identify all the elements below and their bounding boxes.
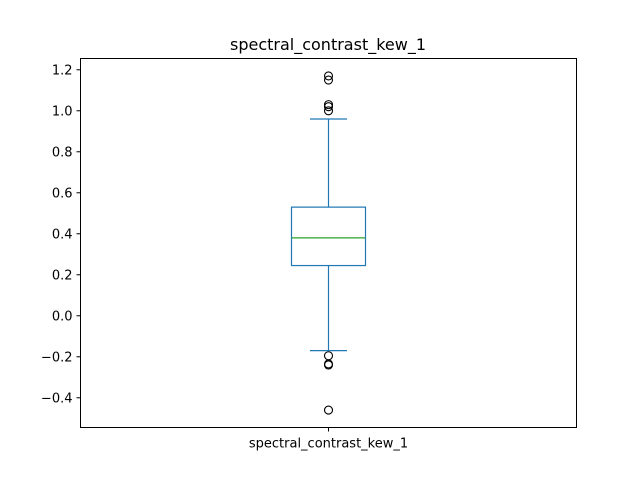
x-tick-label: spectral_contrast_kew_1 [249, 437, 408, 452]
y-tick-label: 0.6 [52, 186, 73, 201]
y-tick-label: 1.0 [52, 104, 73, 119]
outlier-point [323, 405, 334, 415]
y-tick-label: −0.4 [41, 391, 73, 406]
axes-frame [80, 58, 577, 428]
outlier-point [323, 351, 334, 361]
outlier-point [323, 106, 334, 116]
plot-area [290, 71, 367, 415]
chart-title: spectral_contrast_kew_1 [230, 35, 426, 55]
outlier-point [323, 75, 334, 85]
y-tick-label: 0.4 [52, 227, 73, 242]
y-tick-label: −0.2 [41, 350, 73, 365]
outlier-point [323, 71, 334, 81]
y-tick-label: 0.0 [52, 309, 73, 324]
x-axis-ticks: spectral_contrast_kew_1 [249, 427, 408, 452]
outlier-point [323, 360, 334, 370]
y-tick-label: 1.2 [52, 63, 73, 78]
y-axis-ticks: −0.4 −0.2 0.0 0.2 0.4 0.6 0.8 1.0 1.2 [41, 63, 81, 406]
y-tick-label: 0.2 [52, 268, 73, 283]
outlier-point [323, 102, 334, 112]
iqr-box [290, 206, 367, 267]
y-tick-label: 0.8 [52, 145, 73, 160]
